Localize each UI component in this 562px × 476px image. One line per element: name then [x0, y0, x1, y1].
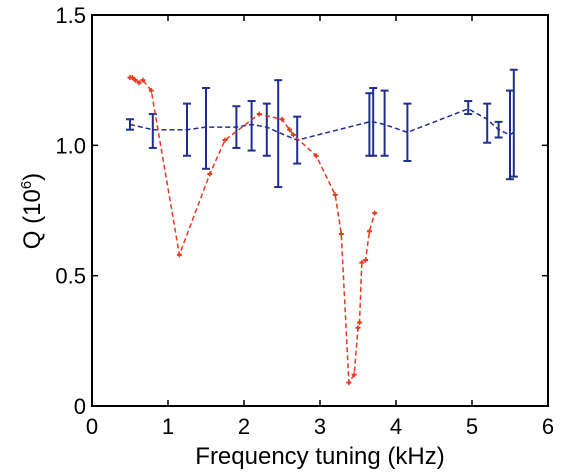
y-axis-title-sup: 6	[18, 181, 35, 189]
x-tick-label: 1	[162, 414, 174, 439]
y-axis-title: Q (106)	[18, 173, 46, 249]
y-tick-label: 0.5	[55, 264, 86, 289]
x-tick-label: 2	[238, 414, 250, 439]
y-tick-label: 0	[74, 394, 86, 419]
x-tick-label: 5	[466, 414, 478, 439]
y-axis-title-main: Q (10	[19, 189, 46, 249]
x-tick-label: 6	[542, 414, 554, 439]
red-series	[127, 75, 378, 386]
plot-frame	[91, 14, 549, 407]
x-tick-label: 3	[314, 414, 326, 439]
y-axis-title-close: )	[19, 173, 46, 181]
ticks	[91, 14, 549, 407]
y-tick-label: 1.0	[55, 133, 86, 158]
red-series-line	[130, 76, 376, 385]
blue-series-line	[129, 108, 515, 141]
x-tick-label: 4	[390, 414, 402, 439]
y-tick-label: 1.5	[55, 3, 86, 28]
x-tick-label: 0	[86, 414, 98, 439]
y-tick-labels: 0 0.5 1.0 1.5	[55, 3, 86, 419]
blue-series	[126, 68, 518, 189]
x-tick-labels: 0 1 2 3 4 5 6	[86, 414, 554, 439]
x-axis-title: Frequency tuning (kHz)	[195, 443, 444, 470]
